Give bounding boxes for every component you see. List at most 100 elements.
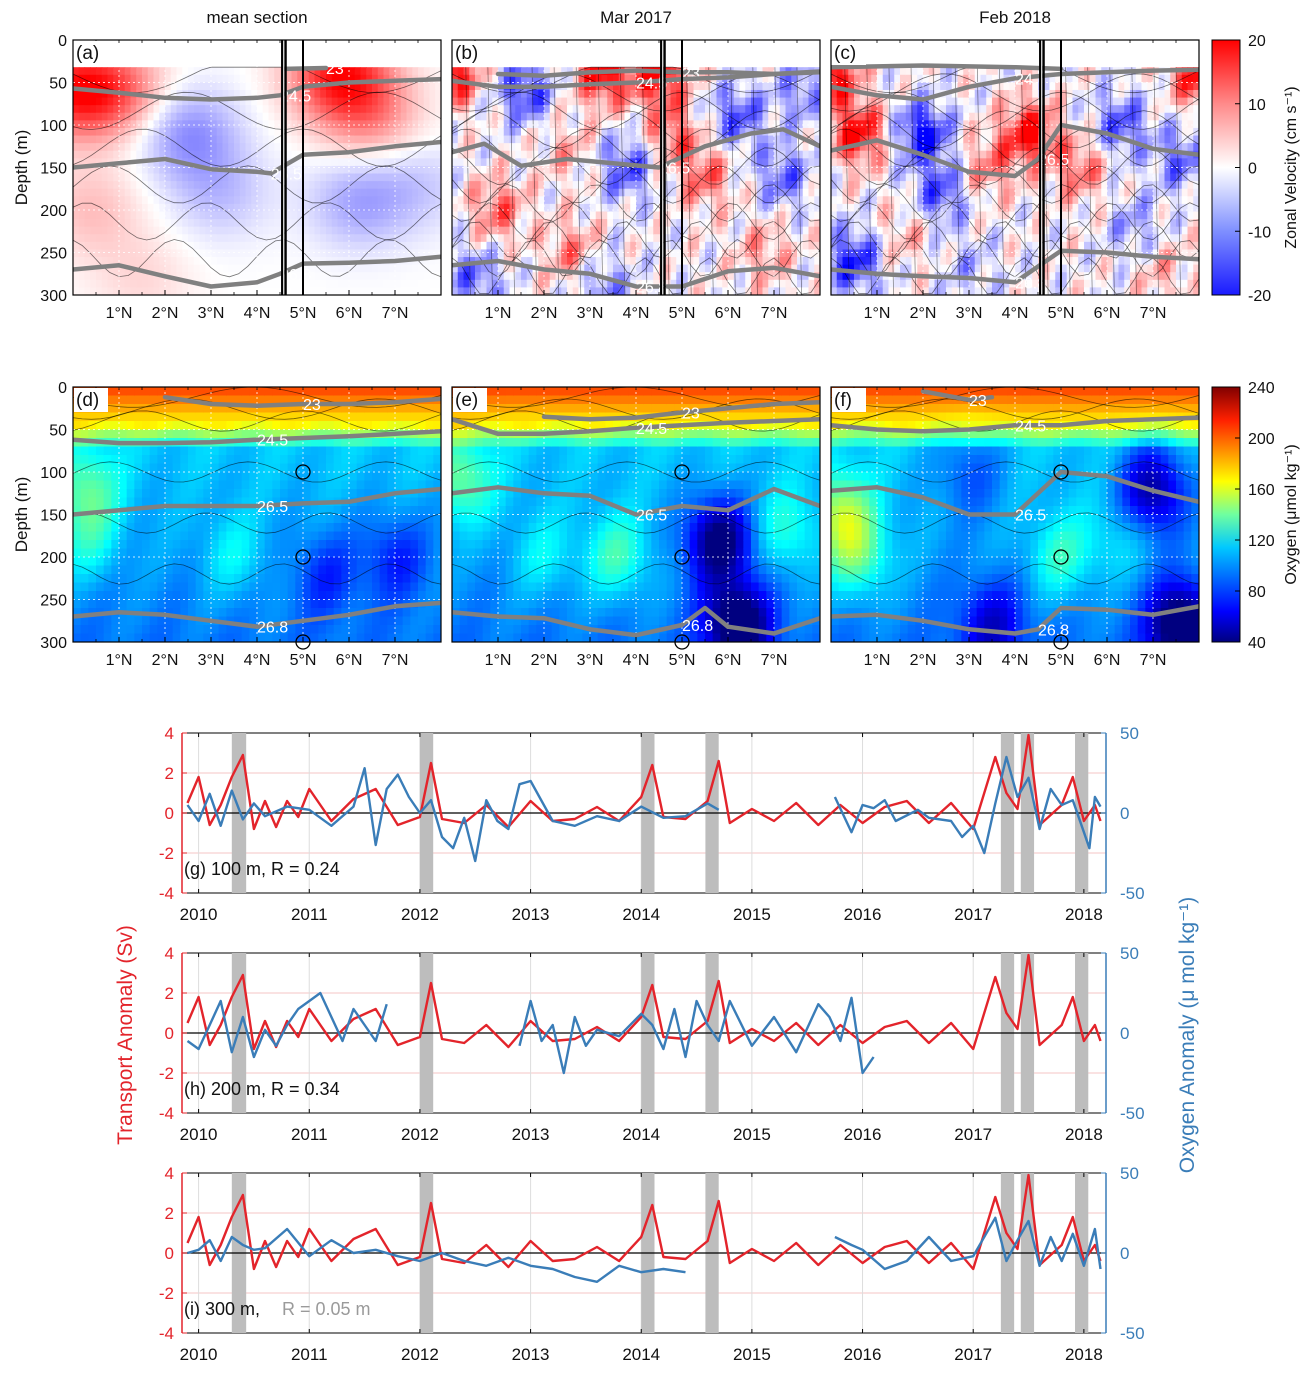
x-tick-label: 7°N — [382, 652, 409, 669]
panel-label: (g) 100 m, R = 0.24 — [184, 859, 340, 879]
year-tick-label: 2014 — [622, 905, 660, 924]
contour-line — [620, 67, 626, 295]
x-tick-label: 5°N — [1048, 305, 1075, 322]
year-tick-label: 2014 — [622, 1345, 660, 1364]
x-tick-label: 1°N — [864, 652, 891, 669]
isopycnal-label: 26.8 — [682, 618, 713, 635]
panel-title: mean section — [206, 8, 307, 27]
x-tick-label: 3°N — [198, 305, 225, 322]
left-tick-label: 2 — [165, 764, 174, 783]
colorbar-tick-label: 0 — [1248, 161, 1257, 178]
x-tick-label: 2°N — [910, 652, 937, 669]
isopycnal-line — [831, 469, 1199, 517]
transport-series-line — [186, 953, 1102, 1051]
year-tick-label: 2015 — [733, 1125, 771, 1144]
isopycnal-label: 24 — [1015, 71, 1033, 88]
x-tick-label: 3°N — [956, 305, 983, 322]
right-tick-label: 0 — [1120, 1244, 1129, 1263]
year-tick-label: 2015 — [733, 1345, 771, 1364]
year-tick-label: 2016 — [844, 1125, 882, 1144]
x-tick-label: 2°N — [531, 652, 558, 669]
x-tick-label: 3°N — [577, 305, 604, 322]
transport-axis-label: Transport Anomaly (Sv) — [114, 925, 137, 1145]
colorbar-label: Oxygen (μmol kg⁻¹) — [1283, 444, 1300, 584]
contour-line — [730, 67, 736, 295]
isopycnal-label: 23 — [326, 61, 344, 78]
oxygen-series-line — [186, 755, 1102, 863]
panel-label-bg — [832, 41, 866, 65]
transport-series-line — [186, 1173, 1102, 1271]
year-tick-label: 2018 — [1065, 1125, 1103, 1144]
right-tick-label: -50 — [1120, 884, 1145, 903]
x-tick-label: 2°N — [531, 305, 558, 322]
contour-line — [866, 67, 872, 295]
left-tick-label: 0 — [165, 804, 174, 823]
left-tick-label: 4 — [165, 1164, 174, 1183]
oxygen-series-line — [186, 991, 875, 1075]
y-tick-label: 50 — [49, 76, 67, 93]
contour-line — [73, 398, 441, 420]
right-tick-label: 50 — [1120, 944, 1139, 963]
colorbar-tick-label: 240 — [1248, 380, 1275, 397]
contour-line — [831, 128, 1199, 167]
no-data-band — [73, 40, 441, 68]
x-tick-label: 6°N — [1094, 652, 1121, 669]
y-tick-label: 200 — [40, 203, 67, 220]
x-tick-label: 2°N — [152, 652, 179, 669]
panel-title: Feb 2018 — [979, 8, 1051, 27]
left-tick-label: 0 — [165, 1244, 174, 1263]
year-tick-label: 2015 — [733, 905, 771, 924]
contour-line — [642, 67, 648, 295]
section-panel-d: 23 24.5 26.5 26.8 1°N 2°N 3°N 4°N 5°N 6°N 7°N 0 50 10… — [12, 380, 442, 669]
isopycnal-label: 24.5 — [257, 433, 288, 450]
contour-line — [686, 67, 692, 295]
year-tick-label: 2012 — [401, 1125, 439, 1144]
x-tick-label: 5°N — [669, 652, 696, 669]
x-tick-label: 1°N — [106, 652, 133, 669]
left-tick-label: -2 — [159, 844, 174, 863]
contour-line — [1065, 67, 1071, 295]
panel-label-bg — [453, 388, 487, 412]
isopycnal-line — [831, 63, 1064, 72]
colorbar-fill — [1211, 386, 1241, 643]
x-tick-label: 7°N — [1140, 652, 1167, 669]
x-tick-label: 7°N — [761, 305, 788, 322]
contour-line — [575, 67, 582, 295]
contour-line — [999, 67, 1005, 295]
isopycnal-label: 26.5 — [636, 508, 667, 525]
velocity-colorbar: 20 10 0 -10 -20 Zonal Velocity (cm s⁻¹) — [1211, 33, 1300, 305]
contour-line — [73, 165, 441, 204]
x-tick-label: 2°N — [910, 305, 937, 322]
isopycnal-line — [452, 258, 820, 289]
x-tick-label: 7°N — [761, 652, 788, 669]
mooring-marker — [1053, 549, 1069, 565]
y-tick-label: 150 — [40, 161, 67, 178]
y-tick-label: 300 — [40, 635, 67, 652]
transport-series-line — [186, 733, 1102, 831]
colorbar-tick-label: -20 — [1248, 288, 1271, 305]
no-data-band — [831, 40, 1199, 68]
contour-line — [73, 387, 441, 408]
left-tick-label: -4 — [159, 1324, 174, 1343]
contour-line — [976, 67, 983, 295]
colorbar-tick-label: 20 — [1248, 33, 1266, 50]
year-tick-label: 2013 — [512, 905, 550, 924]
isopycnal-line — [831, 248, 1199, 285]
contour-line — [509, 67, 515, 295]
colorbar-tick-label: 120 — [1248, 533, 1275, 550]
x-tick-label: 1°N — [485, 652, 512, 669]
panel-label: (e) — [455, 390, 478, 411]
isopycnal-line — [831, 604, 1199, 636]
year-tick-label: 2013 — [512, 1345, 550, 1364]
contour-line — [452, 257, 820, 295]
contour-line — [531, 67, 537, 295]
year-tick-label: 2011 — [291, 1125, 328, 1144]
right-tick-label: 50 — [1120, 724, 1139, 743]
contour-line — [888, 67, 894, 295]
left-tick-label: -2 — [159, 1064, 174, 1083]
